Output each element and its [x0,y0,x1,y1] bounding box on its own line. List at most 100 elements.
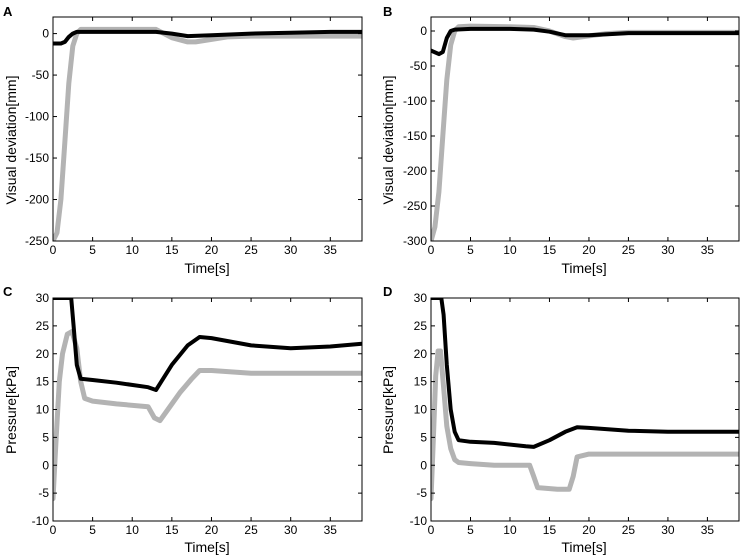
y-tick-label: -250 [403,199,427,213]
y-tick-label: 15 [414,375,428,389]
y-tick-label: 25 [36,319,50,333]
x-tick-label: 15 [543,523,557,537]
y-tick-label: -300 [403,234,427,248]
y-tick-label: -250 [25,234,49,248]
x-axis-label: Time[s] [561,539,606,555]
x-tick-label: 15 [165,523,179,537]
y-tick-label: -5 [416,486,427,500]
y-tick-label: 20 [414,347,428,361]
y-tick-label: -150 [403,129,427,143]
y-tick-label: -50 [32,68,50,82]
x-tick-label: 35 [701,523,715,537]
series-group [53,26,362,241]
series-line-gray [53,329,362,502]
x-axis-label: Time[s] [184,539,229,555]
x-tick-label: 25 [622,243,636,257]
y-tick-label: 0 [42,27,49,41]
y-tick-label: 30 [36,291,50,305]
panel-b: B Time[s] Visual deviation[mm] 0 5 10 15 20 2… [380,4,740,276]
y-tick-label: 25 [414,319,428,333]
x-axis-label: Time[s] [561,260,606,276]
panel-letter: D [383,284,392,299]
y-tick-label: 15 [36,375,50,389]
plot-area: 0 5 10 15 20 25 30 35 -10 -5 0 5 10 15 20 25 30 [32,291,363,537]
x-tick-label: 5 [467,523,474,537]
x-tick-label: 10 [503,523,517,537]
x-tick-label: 0 [428,523,435,537]
x-tick-label: 30 [661,523,675,537]
y-tick-label: 5 [42,430,49,444]
y-tick-label: 0 [420,458,427,472]
x-tick-label: 20 [582,243,596,257]
x-tick-label: 0 [50,243,57,257]
x-tick-label: 30 [661,243,675,257]
panel-letter: C [3,284,13,299]
x-tick-label: 35 [701,243,715,257]
x-tick-label: 0 [50,523,57,537]
y-tick-label: 10 [36,403,50,417]
series-line-gray [431,23,739,241]
series-line-black [431,298,739,449]
x-tick-label: 0 [428,243,435,257]
y-tick-label: -5 [38,486,49,500]
x-tick-label: 35 [324,523,338,537]
plot-area: 0 5 10 15 20 25 30 35 -10 -5 0 5 10 15 20 25 30 [410,291,740,537]
y-tick-label: -10 [32,514,50,528]
y-tick-label: 20 [36,347,50,361]
x-tick-label: 10 [503,243,517,257]
x-tick-label: 20 [205,523,219,537]
y-tick-label: -50 [410,59,428,73]
x-axis-label: Time[s] [184,260,229,276]
series-group [431,298,739,502]
x-tick-label: 25 [622,523,636,537]
panel-letter: A [3,4,13,19]
axes-frame [430,297,740,522]
series-line-gray [53,26,362,241]
y-tick-label: 0 [420,24,427,38]
y-tick-label: 0 [42,458,49,472]
x-tick-label: 20 [582,523,596,537]
y-tick-label: 5 [420,430,427,444]
x-tick-label: 30 [284,243,298,257]
series-line-black [53,298,362,392]
series-group [53,298,362,502]
x-tick-label: 15 [543,243,557,257]
x-tick-label: 5 [89,243,96,257]
series-group [431,23,739,241]
panel-letter: B [383,4,392,19]
panel-a: A Time[s] Visual deviation[mm] 0 5 10 15 20 2… [3,4,363,276]
y-tick-label: -100 [25,110,49,124]
panel-c: C Time[s] Pressure[kPa] 0 5 10 15 20 25 30 35 -1… [3,284,363,555]
y-tick-label: -100 [403,94,427,108]
series-line-gray [431,348,739,502]
y-axis-label: Visual deviation[mm] [380,76,396,205]
y-axis-label: Pressure[kPa] [3,366,19,454]
x-tick-label: 25 [244,523,258,537]
panel-d: D Time[s] Pressure[kPa] 0 5 10 15 20 25 30 35 -1… [380,284,740,555]
x-tick-label: 35 [324,243,338,257]
plot-area: 0 5 10 15 20 25 30 35 -250 -200 -150 -100 -50 0 [25,16,363,257]
x-tick-label: 5 [467,243,474,257]
y-tick-label: -200 [25,193,49,207]
plot-area: 0 5 10 15 20 25 30 35 -300 -250 -200 -150 -100 -50 0 [403,16,740,257]
y-axis-label: Pressure[kPa] [380,366,396,454]
series-line-black [53,29,362,46]
x-tick-label: 10 [126,523,140,537]
y-tick-label: 10 [414,403,428,417]
x-tick-label: 25 [244,243,258,257]
y-tick-label: -150 [25,151,49,165]
x-tick-label: 30 [284,523,298,537]
x-tick-label: 10 [126,243,140,257]
axes-frame [52,297,363,522]
y-tick-label: 30 [414,291,428,305]
y-tick-label: -200 [403,164,427,178]
y-tick-label: -10 [410,514,428,528]
y-axis-label: Visual deviation[mm] [3,76,19,205]
series-line-black [431,26,739,57]
x-tick-label: 5 [89,523,96,537]
x-tick-label: 20 [205,243,219,257]
axes-frame [430,16,740,242]
x-tick-label: 15 [165,243,179,257]
axes-frame [52,16,363,242]
